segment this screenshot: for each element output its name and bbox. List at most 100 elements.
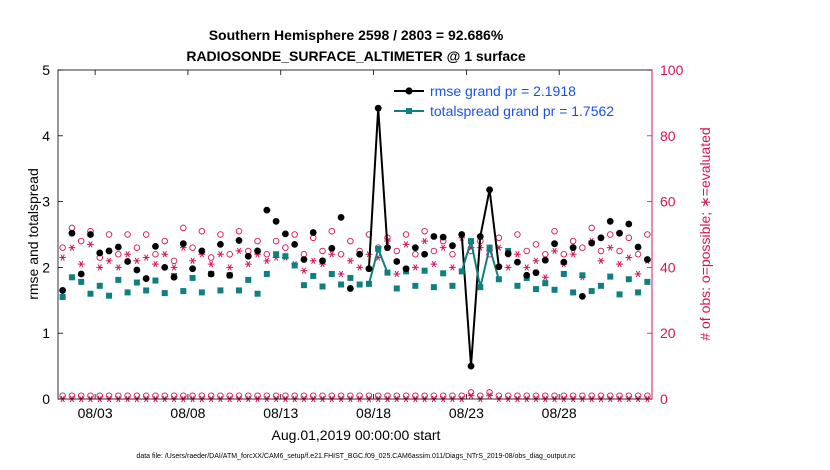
spread-point [570,289,577,296]
spread-point [347,274,354,281]
obs-possible-point [282,244,289,251]
rmse-point [77,270,85,278]
obs-evaluated-point [244,260,252,268]
obs-possible-point [449,250,456,258]
rmse-point [402,265,410,273]
x-tick-label: 08/28 [542,405,577,421]
obs-possible-point [254,237,261,245]
obs-possible-point [588,224,595,232]
obs-possible-point [597,247,605,255]
spread-point [106,292,113,299]
rmse-point [495,263,503,271]
series-points [59,104,651,370]
obs-evaluated-point [235,247,243,255]
spread-point [245,276,252,283]
obs-possible-point [514,231,521,238]
obs-possible-point [421,227,428,235]
obs-possible-point [523,247,530,255]
obs-possible-point [644,231,651,238]
obs-evaluated-point [411,264,419,271]
obs-evaluated-point [346,257,354,265]
chart-title: Southern Hemisphere 2598 / 2803 = 92.686… [209,27,504,43]
rmse-point [346,285,354,292]
obs-evaluated-point [625,254,633,261]
obs-possible-point [393,247,401,255]
rmse-point [328,244,336,252]
obs-possible-point [579,244,586,251]
obs-evaluated-point [541,274,549,281]
obs-possible-point [77,237,85,245]
rmse-point [504,250,512,257]
obs-evaluated-baseline-point [467,392,475,399]
spread-point [597,282,604,289]
rmse-point [569,244,577,252]
legend-rmse-label: rmse grand pr = 2.1918 [430,83,576,99]
obs-evaluated-point [449,264,456,271]
tick-group: 08/03 08/08 08/13 08/18 08/23 08/28 0 1 2 3 4 5 0 20 4… [42,62,683,421]
obs-possible-point [551,227,558,235]
rmse-point [532,269,540,277]
obs-possible-point [180,224,187,232]
rmse-point [597,234,605,242]
rmse-point [449,242,456,250]
obs-possible-point [189,244,196,251]
obs-possible-point [105,231,113,238]
obs-evaluated-point [616,260,623,268]
obs-possible-point [328,227,336,235]
obs-possible-point [634,250,642,258]
y-right-tick-label: 100 [660,62,684,78]
rmse-point [541,256,549,264]
spread-point [458,268,465,275]
obs-evaluated-point [68,244,76,251]
rmse-point [124,258,132,265]
rmse-point [523,271,531,279]
rmse-point [384,244,391,252]
rmse-point [439,233,447,241]
footnote: data file: /Users/raeder/DAI/ATM_forcXX/… [136,453,576,460]
spread-point [143,287,150,294]
obs-possible-point [430,247,438,255]
obs-possible-point [606,231,614,238]
y-left-tick-label: 2 [42,259,50,275]
spread-point [161,290,168,297]
obs-evaluated-point [207,260,215,268]
y-axis-right-label: # of obs: o=possible; ∗=evaluated [697,127,713,340]
spread-point [189,274,196,281]
obs-evaluated-point [96,264,104,271]
x-tick-label: 08/08 [170,405,205,421]
spread-point [319,283,326,290]
rmse-point [551,240,558,248]
obs-evaluated-point [606,244,614,251]
obs-evaluated-point [105,257,113,265]
spread-point [495,276,502,283]
spread-point [635,289,642,296]
obs-evaluated-point [514,251,521,258]
obs-evaluated-point [421,237,429,245]
spread-point [486,244,493,251]
spread-point [560,270,567,277]
spread-point [440,270,447,277]
obs-possible-point [152,250,159,258]
obs-evaluated-point [328,251,336,258]
plot-area [58,70,652,399]
spread-point [254,290,261,297]
obs-possible-point [133,244,141,251]
y-right-tick-label: 60 [660,194,676,210]
spread-point [449,282,456,289]
obs-possible-point [198,227,206,235]
y-right-tick-label: 0 [660,391,668,407]
rmse-point [263,206,271,214]
rmse-point [189,265,196,273]
rmse-point [142,275,150,282]
y-right-tick-label: 80 [660,128,676,144]
rmse-point [319,257,326,265]
spread-point [338,281,345,288]
rmse-point [272,217,280,225]
obs-evaluated-point [523,264,531,271]
rmse-point [235,237,243,244]
spread-point [133,279,140,286]
obs-evaluated-point [142,254,150,261]
spread-point [551,286,558,293]
obs-possible-point [569,237,577,245]
obs-evaluated-point [189,257,196,265]
